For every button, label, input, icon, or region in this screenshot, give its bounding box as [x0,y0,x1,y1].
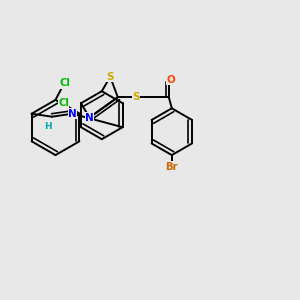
Text: O: O [167,75,176,85]
Text: Cl: Cl [58,98,69,108]
Text: N: N [68,109,77,119]
Text: S: S [132,92,140,102]
Text: Br: Br [166,161,178,172]
Text: H: H [45,122,52,131]
Text: N: N [85,112,94,123]
Text: Cl: Cl [60,78,71,88]
Text: S: S [106,72,114,82]
